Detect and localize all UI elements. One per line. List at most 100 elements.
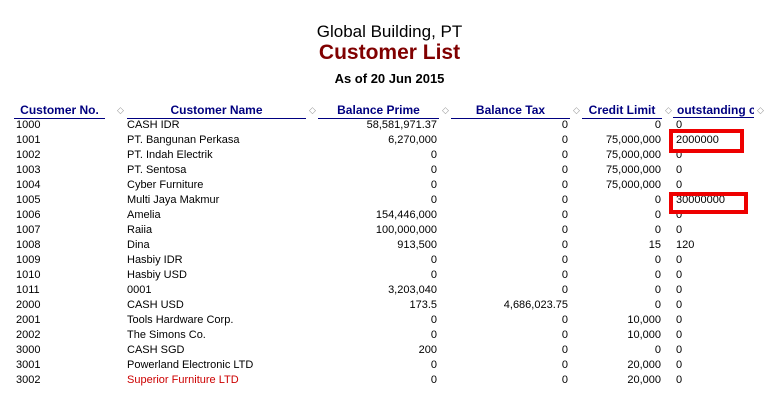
cell-credit-limit: 0 xyxy=(654,344,661,356)
table-row[interactable]: 1005 Multi Jaya Makmur 0 0 0 30000000 xyxy=(0,193,779,208)
cell-customer-no: 1006 xyxy=(16,209,41,221)
cell-customer-no: 1009 xyxy=(16,254,41,266)
cell-balance-prime: 0 xyxy=(430,194,437,206)
col-header-credit-limit[interactable]: Credit Limit xyxy=(582,103,662,119)
cell-customer-no: 1007 xyxy=(16,224,41,236)
col-header-customer-no[interactable]: Customer No. xyxy=(14,103,105,119)
cell-balance-tax: 0 xyxy=(561,284,568,296)
sort-diamond-icon[interactable]: ◇ xyxy=(117,105,124,115)
cell-balance-prime: 100,000,000 xyxy=(375,224,437,236)
cell-balance-tax: 0 xyxy=(561,359,568,371)
sort-diamond-icon[interactable]: ◇ xyxy=(309,105,316,115)
cell-credit-limit: 0 xyxy=(654,284,661,296)
cell-customer-name: Hasbiy USD xyxy=(127,269,187,281)
cell-credit-limit: 75,000,000 xyxy=(605,149,661,161)
report-title: Customer List xyxy=(318,41,461,64)
cell-outstanding: 0 xyxy=(676,149,683,161)
cell-balance-tax: 0 xyxy=(561,179,568,191)
cell-outstanding: 0 xyxy=(676,209,683,221)
cell-balance-prime: 913,500 xyxy=(397,239,437,251)
cell-credit-limit: 0 xyxy=(654,299,661,311)
cell-customer-name: CASH IDR xyxy=(127,119,180,131)
cell-credit-limit: 75,000,000 xyxy=(605,134,661,146)
sort-diamond-icon[interactable]: ◇ xyxy=(442,105,449,115)
cell-customer-name: Tools Hardware Corp. xyxy=(127,314,234,326)
table-row[interactable]: 1004 Cyber Furniture 0 0 75,000,000 0 xyxy=(0,178,779,193)
cell-customer-name: PT. Bangunan Perkasa xyxy=(127,134,240,146)
table-row[interactable]: 1002 PT. Indah Electrik 0 0 75,000,000 0 xyxy=(0,148,779,163)
cell-customer-no: 1004 xyxy=(16,179,41,191)
col-header-balance-tax[interactable]: Balance Tax xyxy=(451,103,570,119)
cell-outstanding: 0 xyxy=(676,284,683,296)
cell-balance-prime: 154,446,000 xyxy=(375,209,437,221)
cell-customer-name: Cyber Furniture xyxy=(127,179,204,191)
cell-credit-limit: 0 xyxy=(654,209,661,221)
cell-balance-prime: 173.5 xyxy=(409,299,437,311)
cell-balance-tax: 0 xyxy=(561,344,568,356)
cell-balance-tax: 0 xyxy=(561,164,568,176)
table-row[interactable]: 1011 0001 3,203,040 0 0 0 xyxy=(0,283,779,298)
cell-customer-name: Superior Furniture LTD xyxy=(127,374,239,386)
cell-customer-name: Raiia xyxy=(127,224,153,236)
cell-credit-limit: 0 xyxy=(654,224,661,236)
cell-outstanding: 0 xyxy=(676,119,683,131)
cell-outstanding: 0 xyxy=(676,164,683,176)
sort-diamond-icon[interactable]: ◇ xyxy=(573,105,580,115)
cell-balance-prime: 0 xyxy=(430,164,437,176)
cell-customer-name: 0001 xyxy=(127,284,152,296)
cell-balance-prime: 3,203,040 xyxy=(388,284,437,296)
table-row[interactable]: 1007 Raiia 100,000,000 0 0 0 xyxy=(0,223,779,238)
table-row[interactable]: 3002 Superior Furniture LTD 0 0 20,000 0 xyxy=(0,373,779,388)
cell-balance-prime: 0 xyxy=(430,269,437,281)
table-row[interactable]: 3001 Powerland Electronic LTD 0 0 20,000 0 xyxy=(0,358,779,373)
cell-balance-tax: 4,686,023.75 xyxy=(503,299,568,311)
highlight-box xyxy=(669,129,744,153)
table-row[interactable]: 2001 Tools Hardware Corp. 0 0 10,000 0 xyxy=(0,313,779,328)
table-row[interactable]: 1001 PT. Bangunan Perkasa 6,270,000 0 75,000… xyxy=(0,133,779,148)
cell-customer-no: 1010 xyxy=(16,269,41,281)
highlight-box xyxy=(669,192,748,214)
table-row[interactable]: 2002 The Simons Co. 0 0 10,000 0 xyxy=(0,328,779,343)
table-row[interactable]: 1010 Hasbiy USD 0 0 0 0 xyxy=(0,268,779,283)
table-row[interactable]: 3000 CASH SGD 200 0 0 0 xyxy=(0,343,779,358)
col-header-customer-name[interactable]: Customer Name xyxy=(127,103,306,119)
col-header-balance-prime[interactable]: Balance Prime xyxy=(318,103,439,119)
table-row[interactable]: 1006 Amelia 154,446,000 0 0 0 xyxy=(0,208,779,223)
cell-outstanding: 0 xyxy=(676,314,683,326)
col-header-outstanding[interactable]: outstanding c xyxy=(673,103,754,118)
cell-balance-tax: 0 xyxy=(561,149,568,161)
cell-outstanding: 0 xyxy=(676,269,683,281)
cell-balance-tax: 0 xyxy=(561,374,568,386)
table-row[interactable]: 1008 Dina 913,500 0 15 120 xyxy=(0,238,779,253)
cell-balance-prime: 0 xyxy=(430,374,437,386)
cell-outstanding: 2000000 xyxy=(676,134,719,146)
cell-credit-limit: 15 xyxy=(648,239,661,251)
cell-customer-no: 1001 xyxy=(16,134,41,146)
cell-customer-no: 2001 xyxy=(16,314,41,326)
cell-outstanding: 0 xyxy=(676,329,683,341)
cell-balance-prime: 200 xyxy=(418,344,437,356)
cell-outstanding: 0 xyxy=(676,179,683,191)
table-row[interactable]: 1003 PT. Sentosa 0 0 75,000,000 0 xyxy=(0,163,779,178)
cell-balance-tax: 0 xyxy=(561,209,568,221)
cell-customer-no: 1002 xyxy=(16,149,41,161)
report-date: As of 20 Jun 2015 xyxy=(334,71,445,86)
cell-outstanding: 30000000 xyxy=(676,194,725,206)
cell-customer-name: Hasbiy IDR xyxy=(127,254,183,266)
cell-balance-tax: 0 xyxy=(561,269,568,281)
table-row[interactable]: 1009 Hasbiy IDR 0 0 0 0 xyxy=(0,253,779,268)
cell-credit-limit: 0 xyxy=(654,254,661,266)
cell-credit-limit: 0 xyxy=(654,119,661,131)
cell-customer-no: 1005 xyxy=(16,194,41,206)
cell-credit-limit: 75,000,000 xyxy=(605,179,661,191)
cell-balance-prime: 0 xyxy=(430,179,437,191)
sort-diamond-icon[interactable]: ◇ xyxy=(665,105,672,115)
cell-balance-prime: 0 xyxy=(430,314,437,326)
cell-balance-tax: 0 xyxy=(561,239,568,251)
cell-balance-prime: 0 xyxy=(430,329,437,341)
table-row[interactable]: 2000 CASH USD 173.5 4,686,023.75 0 0 xyxy=(0,298,779,313)
sort-diamond-icon[interactable]: ◇ xyxy=(757,105,764,115)
cell-balance-prime: 0 xyxy=(430,254,437,266)
cell-customer-name: CASH SGD xyxy=(127,344,185,356)
table-row[interactable]: 1000 CASH IDR 58,581,971.37 0 0 0 xyxy=(0,118,779,133)
